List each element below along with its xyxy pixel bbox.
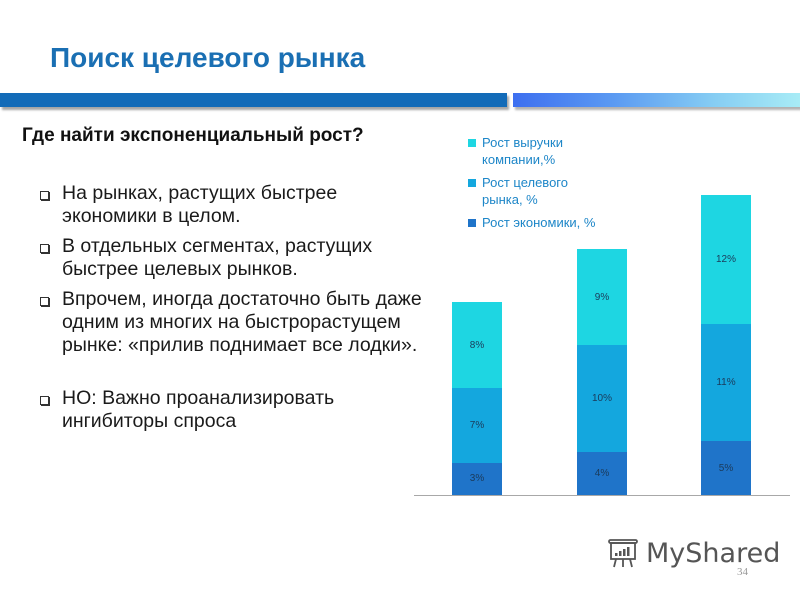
section-subtitle: Где найти экспоненциальный рост? (22, 125, 364, 146)
bar-segment: 4% (577, 452, 627, 495)
bar-segment: 11% (701, 323, 751, 442)
bullet-item: На рынках, растущих быстрее экономики в … (38, 182, 428, 228)
legend-label: Рост экономики, % (482, 215, 596, 230)
data-label: 7% (469, 419, 485, 431)
square-bullet-icon (40, 297, 49, 306)
stacked-bar-chart: 8% 7% 3% 9% 10% 4% 12% 11% 5% (414, 190, 790, 496)
bullet-text: Впрочем, иногда достаточно быть даже одн… (62, 288, 422, 356)
legend-item-revenue: Рост выручки компании,% (468, 134, 602, 168)
data-label: 5% (718, 462, 734, 474)
data-label: 4% (594, 468, 610, 480)
bullet-text: НО: Важно проанализировать ингибиторы сп… (62, 387, 335, 432)
data-label: 10% (591, 393, 612, 405)
data-label: 12% (715, 254, 736, 266)
bullet-text: На рынках, растущих быстрее экономики в … (62, 182, 338, 227)
bar-segment: 8% (452, 302, 502, 388)
square-bullet-icon (40, 396, 49, 405)
bullet-item: Впрочем, иногда достаточно быть даже одн… (38, 288, 428, 357)
data-label: 9% (594, 291, 610, 303)
data-label: 11% (716, 377, 736, 389)
header-band-right (513, 93, 800, 107)
bar-stack: 9% 10% 4% (577, 248, 627, 495)
bar-segment: 9% (577, 248, 627, 346)
legend-swatch-revenue (468, 139, 476, 147)
bar-segment: 12% (701, 195, 751, 324)
legend-swatch-market (468, 179, 476, 187)
square-bullet-icon (40, 244, 49, 253)
square-bullet-icon (40, 191, 49, 200)
page-number: 34 (737, 566, 748, 578)
slide-title: Поиск целевого рынка (50, 42, 366, 73)
legend-item-economy: Рост экономики, % (468, 214, 652, 231)
myshared-logo: MyShared (606, 537, 780, 569)
bar-segment: 10% (577, 345, 627, 453)
presentation-board-icon (608, 539, 638, 568)
bullet-item: В отдельных сегментах, растущих быстрее … (38, 235, 428, 281)
bar-stack: 12% 11% 5% (701, 195, 751, 495)
bullet-list: На рынках, растущих быстрее экономики в … (38, 182, 428, 440)
logo-text: MyShared (646, 537, 781, 569)
bar-segment: 5% (701, 441, 751, 495)
legend-label: Рост выручки компании,% (482, 135, 563, 167)
legend-swatch-economy (468, 219, 476, 227)
data-label: 8% (469, 339, 485, 351)
legend-item-market: Рост целевого рынка, % (468, 174, 592, 208)
data-label: 3% (469, 473, 485, 485)
bar-segment: 7% (452, 387, 502, 463)
legend-label: Рост целевого рынка, % (482, 175, 568, 207)
bar-segment: 3% (452, 462, 502, 495)
bullet-text: В отдельных сегментах, растущих быстрее … (62, 235, 373, 280)
x-axis-line (414, 495, 790, 496)
chart-legend: Рост выручки компании,% Рост целевого ры… (468, 134, 652, 237)
bar-stack: 8% 7% 3% (452, 302, 502, 495)
bullet-item: НО: Важно проанализировать ингибиторы сп… (38, 387, 428, 433)
header-band-left (0, 93, 507, 107)
